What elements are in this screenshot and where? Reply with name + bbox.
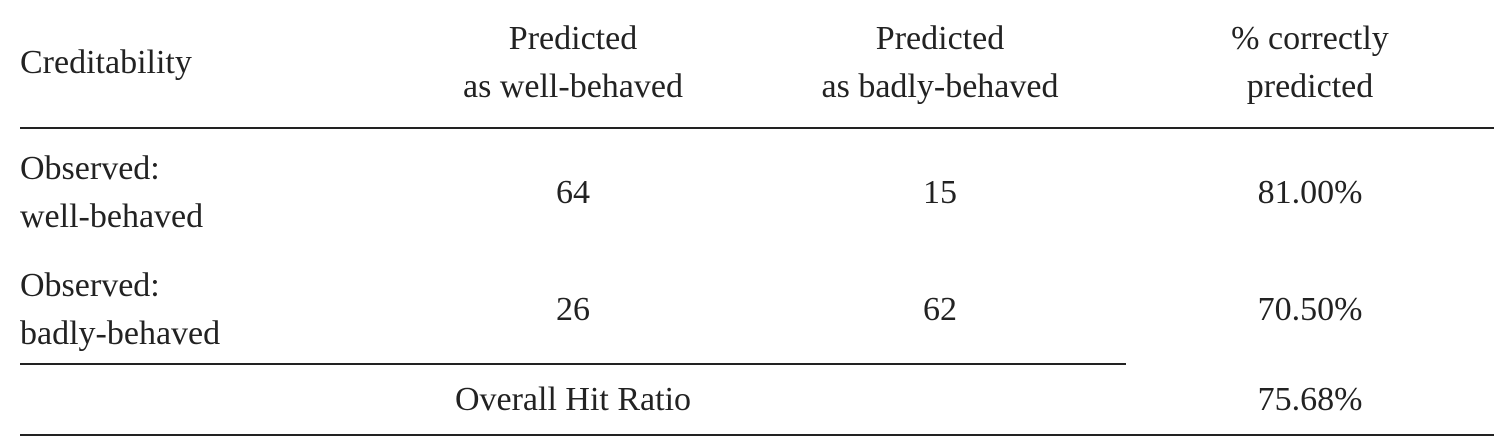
cell-text: predicted	[1246, 68, 1374, 105]
header-cell: Predicted as badly-behaved	[740, 15, 1140, 111]
cell-text: 15	[923, 174, 957, 211]
cell-text: 75.68%	[1257, 381, 1363, 418]
cell-text: as well-behaved	[463, 68, 683, 105]
bottom-rule	[20, 434, 1494, 436]
footer-label: Overall Hit Ratio	[373, 376, 773, 424]
body-rule	[20, 363, 1126, 365]
header-cell: % correctly predicted	[1110, 15, 1510, 111]
cell-text: well-behaved	[20, 198, 204, 235]
data-cell: 70.50%	[1110, 286, 1510, 334]
cell-text: 62	[923, 291, 957, 328]
cell-text: 81.00%	[1257, 174, 1363, 211]
cell-text: 70.50%	[1257, 291, 1363, 328]
data-cell: 81.00%	[1110, 169, 1510, 217]
row-label: Observed: well-behaved	[20, 145, 380, 241]
cell-text: 26	[556, 291, 590, 328]
cell-text: Predicted	[875, 20, 1005, 57]
cell-text: % correctly	[1231, 20, 1389, 57]
cell-text: as badly-behaved	[821, 68, 1059, 105]
header-cell: Predicted as well-behaved	[373, 15, 773, 111]
cell-text: badly-behaved	[20, 315, 221, 352]
data-cell: 64	[373, 169, 773, 217]
data-cell: 62	[740, 286, 1140, 334]
cell-text: Overall Hit Ratio	[454, 381, 692, 418]
header-cell: Creditability	[20, 39, 380, 87]
footer-value: 75.68%	[1110, 376, 1510, 424]
row-label: Observed: badly-behaved	[20, 262, 380, 358]
data-cell: 15	[740, 169, 1140, 217]
header-rule	[20, 127, 1494, 129]
cell-text: Observed:	[20, 267, 160, 304]
cell-text: 64	[556, 174, 590, 211]
data-cell: 26	[373, 286, 773, 334]
cell-text: Creditability	[20, 44, 192, 81]
cell-text: Observed:	[20, 150, 160, 187]
cell-text: Predicted	[508, 20, 638, 57]
